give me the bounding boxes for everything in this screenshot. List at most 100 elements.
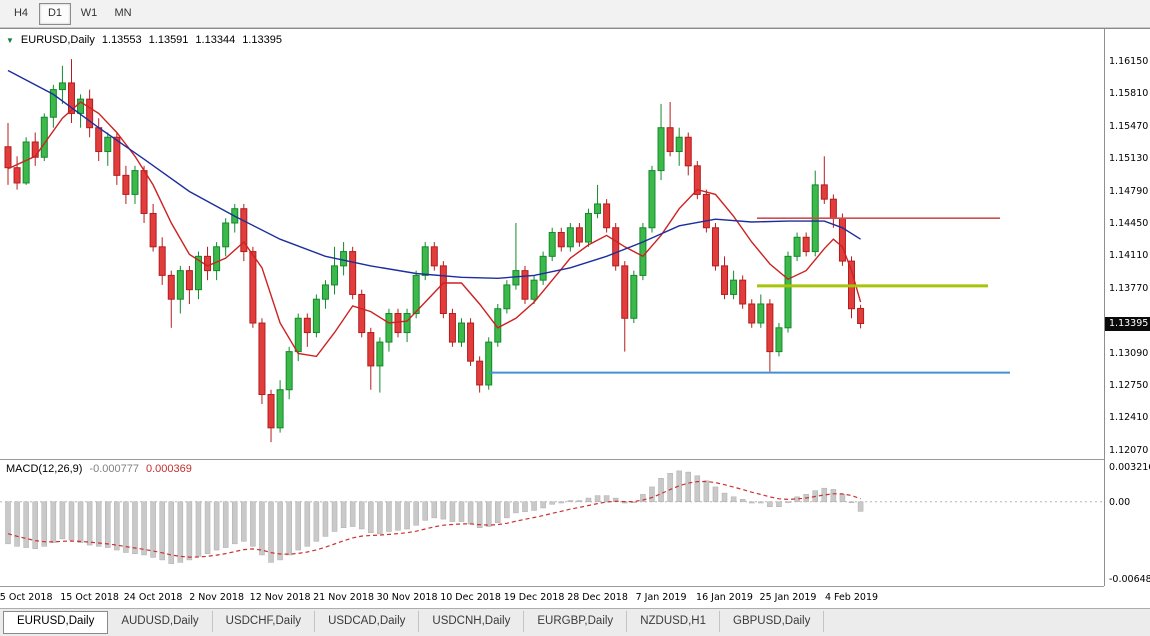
candle	[503, 280, 511, 314]
candle	[249, 246, 257, 328]
macd-name: MACD(12,26,9)	[6, 463, 83, 475]
macd-main-value: -0.000777	[89, 463, 139, 475]
date-axis-label: 10 Dec 2018	[440, 592, 501, 603]
tab-gbpusd-daily[interactable]: GBPUSD,Daily	[720, 611, 825, 632]
candle	[829, 194, 837, 228]
candle	[231, 203, 239, 233]
macd-panel[interactable]	[0, 460, 1104, 586]
price-axis-label: 1.13090	[1109, 347, 1149, 359]
tab-eurgbp-daily[interactable]: EURGBP,Daily	[524, 611, 628, 632]
candle	[49, 84, 57, 128]
candle	[512, 222, 520, 290]
candle	[131, 165, 139, 204]
date-axis-label: 7 Jan 2019	[635, 592, 687, 603]
timeframe-button-h4[interactable]: H4	[13, 6, 29, 19]
candle	[176, 265, 184, 314]
price-axis-label: 1.12750	[1109, 379, 1149, 391]
candle	[584, 208, 592, 247]
candle	[657, 103, 665, 181]
timeframe-button-mn[interactable]: MN	[114, 6, 132, 19]
candle	[684, 132, 692, 176]
macd-signal-line	[7, 480, 861, 558]
tab-usdcad-daily[interactable]: USDCAD,Daily	[315, 611, 420, 632]
candle	[648, 165, 656, 233]
date-axis-label: 2 Nov 2018	[189, 592, 245, 603]
candle	[285, 346, 293, 400]
candle	[793, 232, 801, 262]
candle	[739, 275, 747, 309]
candle	[748, 299, 756, 328]
candle	[113, 132, 121, 185]
date-axis-label: 15 Oct 2018	[60, 592, 119, 603]
candle	[485, 337, 493, 390]
candle	[158, 237, 166, 285]
macd-indicator-label: MACD(12,26,9) -0.000777 0.000369	[6, 463, 192, 475]
candle	[240, 203, 248, 262]
candle	[276, 380, 284, 433]
candle	[77, 94, 85, 128]
macd-signal-value: 0.000369	[145, 463, 192, 475]
price-chart[interactable]	[0, 29, 1104, 459]
price-axis-label: 1.14450	[1109, 217, 1149, 229]
pane-separator[interactable]	[0, 459, 1150, 460]
timeframe-toolbar: H4 D1 W1 MN	[0, 0, 1150, 28]
candle	[820, 156, 828, 204]
price-axis[interactable]: 1.13395 1.16150 1.15810 1.15470 1.15130 1.14…	[1104, 29, 1150, 586]
tab-audusd-daily[interactable]: AUDUSD,Daily	[108, 611, 213, 632]
quote-open: 1.13553	[101, 34, 142, 46]
candle	[58, 65, 66, 104]
tab-usdcnh-daily[interactable]: USDCNH,Daily	[419, 611, 525, 632]
date-axis-label: 24 Oct 2018	[123, 592, 183, 603]
symbol-label: EURUSD,Daily	[20, 34, 95, 46]
candle	[149, 203, 157, 252]
date-axis-label: 16 Jan 2019	[696, 592, 753, 603]
date-axis-label: 30 Nov 2018	[376, 592, 438, 603]
candle	[557, 227, 565, 252]
candle	[4, 122, 12, 185]
date-axis-label: 12 Nov 2018	[249, 592, 311, 603]
candle	[603, 199, 611, 233]
candle	[811, 170, 819, 257]
candle	[721, 256, 729, 300]
price-axis-label: 1.12070	[1109, 444, 1149, 456]
candle	[104, 132, 112, 166]
candle	[67, 59, 75, 123]
time-axis[interactable]: 5 Oct 2018 15 Oct 2018 24 Oct 2018 2 Nov 20…	[0, 586, 1104, 609]
candle	[693, 161, 701, 200]
tab-usdchf-daily[interactable]: USDCHF,Daily	[213, 611, 316, 632]
candle	[521, 265, 529, 304]
candle	[331, 246, 339, 295]
candle	[802, 232, 810, 257]
candle	[303, 313, 311, 347]
candle	[31, 132, 39, 166]
candle	[204, 246, 212, 281]
macd-histogram	[5, 470, 864, 564]
candle	[403, 308, 411, 343]
candle	[167, 270, 175, 328]
candle	[258, 318, 266, 405]
candle	[757, 294, 765, 328]
candle	[222, 218, 230, 257]
candle	[412, 270, 420, 319]
price-axis-label: 1.12410	[1109, 412, 1149, 424]
current-price-tag: 1.13395	[1105, 316, 1150, 331]
candle	[13, 156, 21, 190]
candle	[95, 118, 103, 162]
candle	[711, 222, 719, 271]
quote-close: 1.13395	[242, 34, 282, 46]
tab-nzdusd-h1[interactable]: NZDUSD,H1	[627, 611, 720, 632]
candle	[312, 294, 320, 338]
price-axis-label: 1.14790	[1109, 185, 1149, 197]
candle	[467, 318, 475, 366]
timeframe-button-w1[interactable]: W1	[80, 6, 98, 19]
candle	[367, 327, 375, 390]
candle	[838, 213, 846, 266]
ma-slow-line[interactable]	[7, 69, 861, 280]
tab-eurusd-daily[interactable]: EURUSD,Daily	[3, 611, 109, 634]
candle	[666, 101, 674, 157]
candle	[630, 270, 638, 324]
date-axis-label: 21 Nov 2018	[313, 592, 374, 603]
ma-fast-line[interactable]	[7, 101, 862, 358]
timeframe-button-d1[interactable]: D1	[39, 2, 71, 25]
